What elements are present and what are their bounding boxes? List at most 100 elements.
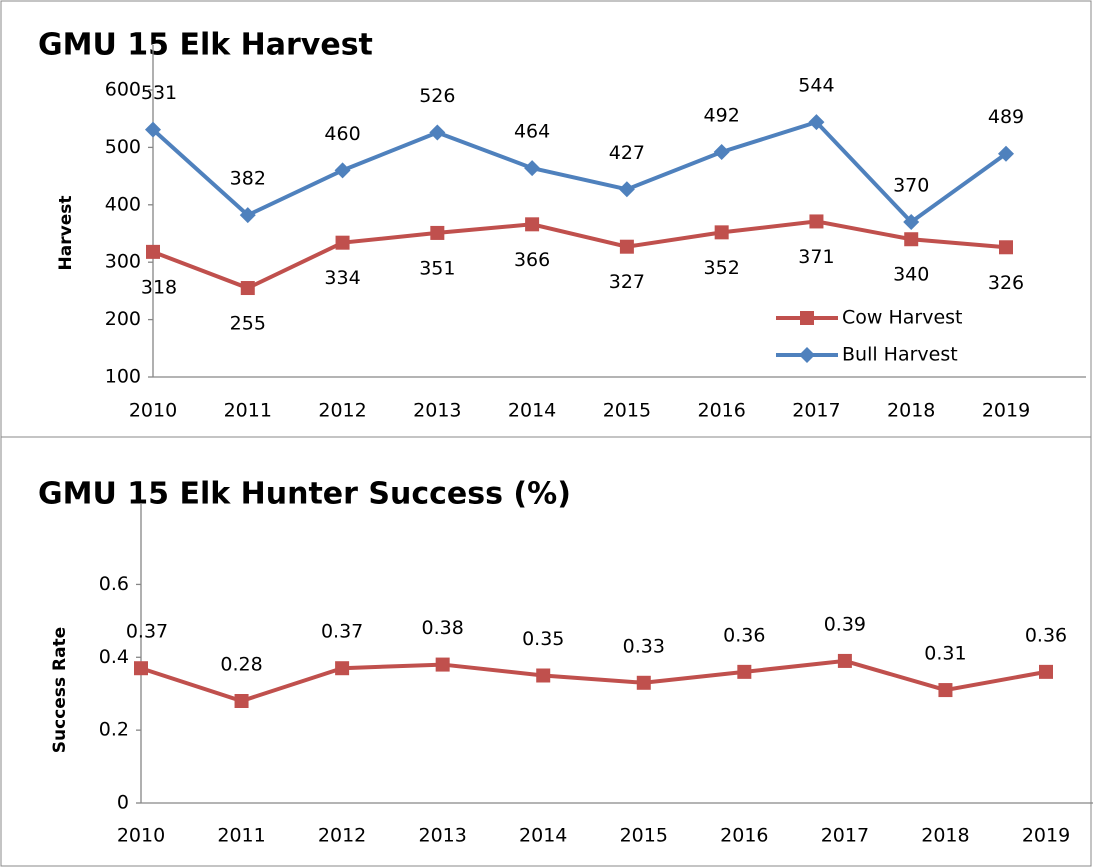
line-marker: [134, 661, 148, 676]
data-label: 492: [704, 104, 740, 126]
line-marker: [837, 653, 852, 668]
y-tick-label: 600: [105, 79, 141, 101]
y-tick-label: 100: [105, 366, 141, 388]
line-marker: [737, 664, 752, 679]
x-tick-label: 2012: [318, 400, 366, 422]
line-marker: [903, 214, 920, 231]
line-marker: [334, 162, 351, 179]
x-tick-label: 2014: [519, 825, 567, 847]
line-marker: [536, 668, 551, 683]
data-label: 489: [988, 106, 1024, 128]
line-marker: [618, 181, 635, 198]
line-marker: [239, 207, 256, 224]
data-label: 0.37: [321, 621, 363, 643]
x-tick-label: 2010: [129, 400, 177, 422]
line-marker: [524, 160, 541, 177]
x-tick-label: 2014: [508, 400, 556, 422]
x-tick-label: 2010: [117, 825, 165, 847]
line-marker: [435, 657, 450, 672]
data-label: 334: [324, 267, 360, 289]
data-line: [140, 658, 1047, 704]
y-tick-label: 0.4: [99, 646, 129, 668]
data-label: 544: [798, 75, 834, 97]
line-marker: [335, 235, 350, 250]
data-label: 0.36: [1025, 624, 1067, 646]
data-label: 531: [141, 82, 177, 104]
line-marker: [525, 217, 540, 232]
x-tick-label: 2012: [318, 825, 366, 847]
data-label: 327: [609, 271, 645, 293]
x-tick-label: 2016: [720, 825, 768, 847]
x-tick-label: 2018: [921, 825, 969, 847]
data-label: 0.33: [623, 635, 665, 657]
data-label: 0.31: [924, 643, 966, 665]
line-marker: [800, 311, 814, 325]
line-marker: [1039, 664, 1053, 679]
line-marker: [240, 281, 255, 296]
data-label: 366: [514, 249, 550, 271]
data-label: 351: [419, 257, 455, 279]
data-label: 0.37: [126, 621, 168, 643]
x-tick-label: 2015: [603, 400, 651, 422]
legend-label: Cow Harvest: [842, 307, 963, 329]
y-tick-label: 0: [117, 792, 129, 814]
y-tick-label: 400: [105, 193, 141, 215]
x-tick-label: 2017: [821, 825, 869, 847]
x-tick-label: 2018: [887, 400, 935, 422]
data-line: [151, 119, 1008, 225]
data-label: 0.28: [220, 654, 262, 676]
data-label: 371: [798, 246, 834, 268]
line-marker: [619, 239, 634, 254]
data-label: 326: [988, 272, 1024, 294]
line-marker: [808, 114, 825, 131]
data-label: 0.39: [824, 613, 866, 635]
line-marker: [713, 143, 730, 160]
line-marker: [799, 347, 815, 363]
y-tick-label: 200: [105, 308, 141, 330]
x-tick-label: 2015: [620, 825, 668, 847]
line-marker: [636, 675, 651, 690]
data-label: 460: [324, 123, 360, 145]
data-label: 352: [704, 257, 740, 279]
y-axis-label: Harvest: [56, 196, 76, 271]
panel-frame: [0, 0, 1092, 438]
line-marker: [714, 225, 729, 240]
x-tick-label: 2013: [413, 400, 461, 422]
line-marker: [430, 225, 445, 240]
y-tick-label: 300: [105, 251, 141, 273]
x-tick-label: 2013: [418, 825, 466, 847]
chart-title: GMU 15 Elk Harvest: [38, 28, 373, 63]
y-axis-label: Success Rate: [50, 627, 70, 753]
data-label: 526: [419, 85, 455, 107]
y-tick-label: 0.2: [99, 719, 129, 741]
data-label: 370: [893, 175, 929, 197]
x-tick-label: 2011: [217, 825, 265, 847]
data-label: 427: [609, 142, 645, 164]
line-marker: [429, 124, 446, 141]
line-marker: [809, 214, 824, 229]
x-tick-label: 2019: [982, 400, 1030, 422]
y-tick-label: 0.6: [99, 573, 129, 595]
data-label: 0.36: [723, 624, 765, 646]
panel-frame: [0, 436, 1092, 867]
data-line: [152, 219, 1007, 291]
data-label: 318: [141, 276, 177, 298]
data-label: 382: [230, 168, 266, 190]
x-tick-label: 2011: [224, 400, 272, 422]
data-label: 340: [893, 264, 929, 286]
x-tick-label: 2016: [697, 400, 745, 422]
line-marker: [938, 683, 953, 698]
x-tick-label: 2017: [792, 400, 840, 422]
data-label: 255: [230, 313, 266, 335]
legend-label: Bull Harvest: [842, 344, 958, 366]
line-marker: [998, 145, 1014, 162]
line-marker: [335, 661, 350, 676]
data-label: 0.38: [422, 617, 464, 639]
line-marker: [145, 121, 161, 138]
chart-title: GMU 15 Elk Hunter Success (%): [38, 477, 571, 512]
line-marker: [999, 240, 1013, 255]
data-label: 0.35: [522, 628, 564, 650]
x-tick-label: 2019: [1022, 825, 1070, 847]
data-label: 464: [514, 121, 550, 143]
